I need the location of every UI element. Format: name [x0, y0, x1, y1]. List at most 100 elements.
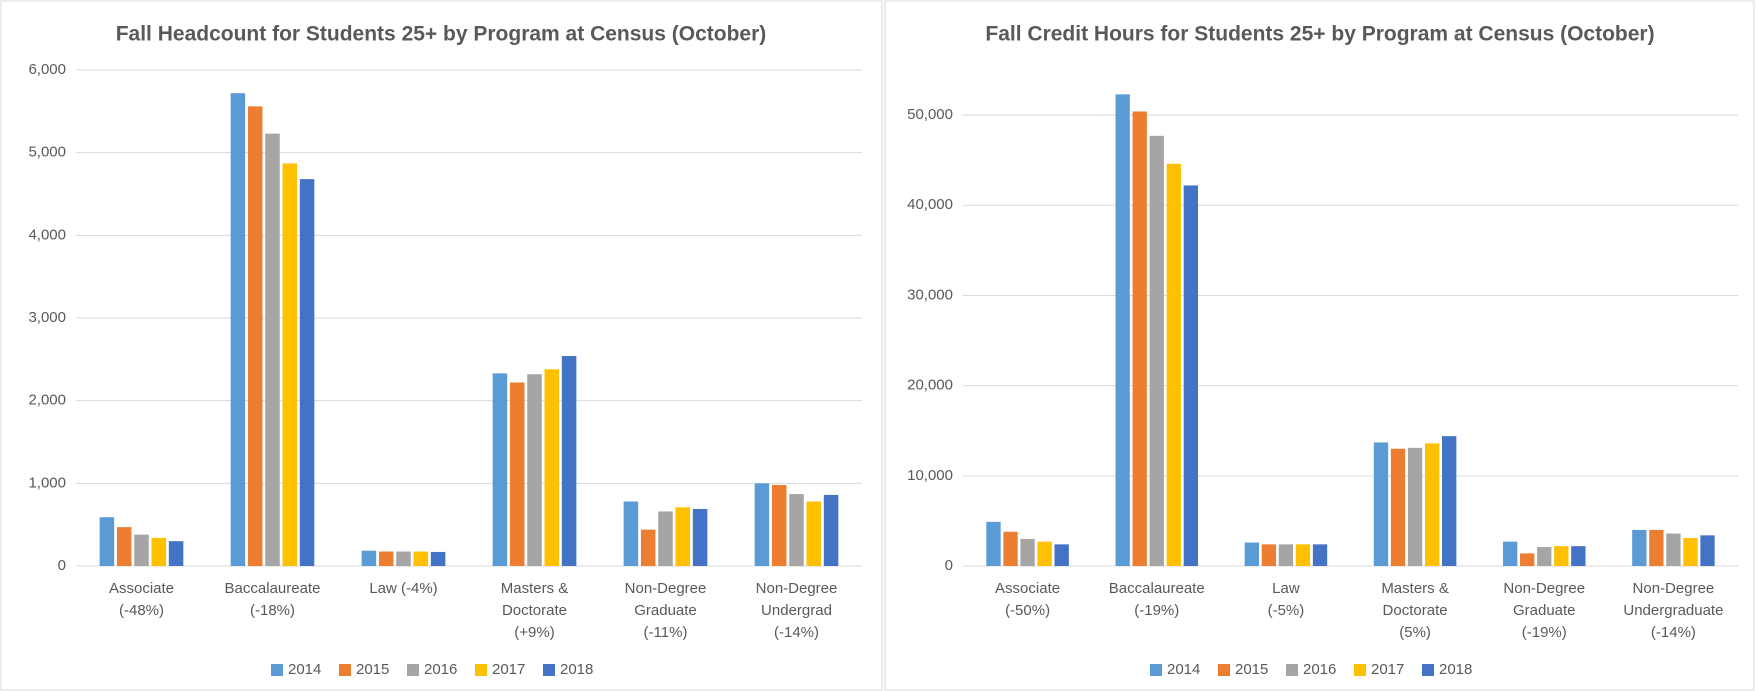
- y-tick-label: 4,000: [28, 226, 66, 243]
- x-tick-label: Associate: [995, 580, 1060, 597]
- legend-swatch: [1286, 664, 1298, 676]
- legend-swatch: [339, 664, 351, 676]
- bar: [230, 93, 246, 566]
- bar: [1390, 448, 1406, 566]
- panel-border: [884, 0, 1755, 691]
- x-tick-label: (-48%): [119, 602, 164, 619]
- bar: [1571, 546, 1586, 566]
- bar: [1537, 547, 1552, 566]
- x-tick-label: Doctorate: [1383, 602, 1448, 619]
- bar: [99, 517, 115, 566]
- bar: [986, 521, 1001, 566]
- legend-label: 2017: [1371, 661, 1404, 678]
- legend-swatch: [1422, 664, 1434, 676]
- bar: [1407, 447, 1423, 566]
- bar: [492, 373, 508, 566]
- y-tick-label: 6,000: [28, 61, 66, 78]
- bar: [282, 163, 298, 566]
- y-tick-label: 0: [945, 557, 953, 574]
- x-tick-label: (5%): [1399, 624, 1431, 641]
- legend-swatch: [407, 664, 419, 676]
- x-tick-label: Associate: [109, 580, 174, 597]
- bar: [413, 551, 429, 566]
- x-tick-label: Non-Degree: [625, 580, 707, 597]
- legend-label: 2018: [560, 661, 593, 678]
- x-tick-label: Law (-4%): [369, 580, 437, 597]
- bar: [527, 374, 542, 566]
- y-tick-label: 5,000: [28, 144, 66, 161]
- bar: [1149, 135, 1164, 566]
- x-tick-label: Baccalaureate: [225, 580, 321, 597]
- x-tick-label: (-5%): [1268, 602, 1305, 619]
- legend-label: 2015: [1235, 661, 1268, 678]
- y-tick-label: 40,000: [907, 196, 953, 213]
- bar: [430, 551, 446, 566]
- bar: [675, 507, 691, 566]
- bar: [396, 551, 411, 566]
- bar: [361, 550, 377, 566]
- bar: [771, 484, 787, 566]
- x-tick-label: Non-Degree: [1633, 580, 1715, 597]
- bar: [509, 382, 525, 566]
- legend-label: 2014: [288, 661, 321, 678]
- bar: [1244, 542, 1259, 566]
- bar: [1020, 538, 1035, 566]
- bar: [561, 356, 577, 566]
- y-tick-label: 0: [58, 557, 66, 574]
- bar: [168, 541, 184, 566]
- chart-title: Fall Headcount for Students 25+ by Progr…: [116, 23, 767, 46]
- bar: [299, 179, 315, 566]
- x-tick-label: Masters &: [1381, 580, 1449, 597]
- x-tick-label: Baccalaureate: [1109, 580, 1205, 597]
- bar: [1278, 544, 1294, 566]
- bar: [1700, 535, 1715, 566]
- x-tick-label: (-18%): [250, 602, 295, 619]
- bar: [1003, 531, 1018, 566]
- bar: [789, 494, 804, 566]
- x-tick-label: (-14%): [774, 624, 819, 641]
- y-tick-label: 20,000: [907, 377, 953, 394]
- y-tick-label: 3,000: [28, 309, 66, 326]
- legend-swatch: [1218, 664, 1230, 676]
- bar: [134, 534, 149, 566]
- x-tick-label: Doctorate: [502, 602, 567, 619]
- bar: [1554, 546, 1569, 566]
- x-tick-label: Undergrad: [761, 602, 832, 619]
- bar: [1502, 541, 1518, 566]
- legend-label: 2014: [1167, 661, 1200, 678]
- legend-swatch: [271, 664, 283, 676]
- x-tick-label: (-14%): [1651, 624, 1696, 641]
- bar: [692, 508, 708, 566]
- x-tick-label: (-19%): [1134, 602, 1179, 619]
- y-tick-label: 10,000: [907, 467, 953, 484]
- bar: [116, 527, 132, 566]
- bar: [1295, 544, 1311, 566]
- x-tick-label: Graduate: [1513, 602, 1576, 619]
- bar: [806, 501, 822, 566]
- x-tick-label: Undergraduate: [1623, 602, 1723, 619]
- bar: [1666, 533, 1681, 566]
- x-tick-label: Masters &: [501, 580, 569, 597]
- bar: [1683, 538, 1698, 566]
- legend-label: 2016: [1303, 661, 1336, 678]
- bar: [378, 551, 394, 566]
- panel-border: [0, 0, 883, 691]
- legend-swatch: [1150, 664, 1162, 676]
- bar: [1632, 529, 1647, 566]
- bar: [1261, 544, 1277, 566]
- bar: [544, 369, 560, 566]
- bar: [658, 511, 673, 566]
- legend-label: 2018: [1439, 661, 1472, 678]
- bar: [151, 537, 167, 566]
- x-tick-label: Non-Degree: [1503, 580, 1585, 597]
- legend-swatch: [543, 664, 555, 676]
- bar: [823, 494, 839, 566]
- y-tick-label: 2,000: [28, 392, 66, 409]
- legend-label: 2017: [492, 661, 525, 678]
- x-tick-label: (+9%): [514, 624, 554, 641]
- y-tick-label: 1,000: [28, 474, 66, 491]
- bar: [623, 501, 639, 566]
- legend-swatch: [475, 664, 487, 676]
- bar: [1442, 436, 1457, 566]
